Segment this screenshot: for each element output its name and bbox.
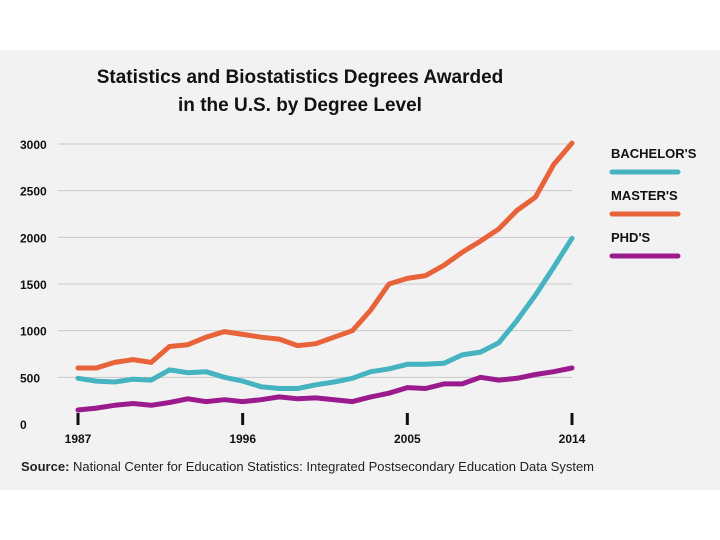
series-line [75,140,575,371]
series-line [75,235,575,391]
legend-label: MASTER'S [611,188,678,203]
y-tick-label: 2500 [20,185,47,199]
chart-panel [0,50,720,490]
source-note: Source: National Center for Education St… [21,459,594,474]
y-tick-label: 3000 [20,138,47,152]
y-tick-label: 500 [20,371,40,385]
x-tick-label: 1987 [65,432,92,446]
y-tick-label: 0 [20,418,27,432]
x-tick-label: 2005 [394,432,421,446]
series-line [75,365,575,413]
y-tick-label: 2000 [20,231,47,245]
chart-title-line-1: Statistics and Biostatistics Degrees Awa… [96,67,504,88]
y-tick-label: 1000 [20,325,47,339]
x-tick-label: 2014 [559,432,586,446]
legend-label: BACHELOR'S [611,146,697,161]
legend-label: PHD'S [611,230,651,245]
x-tick-label: 1996 [229,432,256,446]
y-tick-label: 1500 [20,278,47,292]
source-label: Source: [21,459,70,474]
source-text: National Center for Education Statistics… [69,459,595,474]
chart-title: Statistics and Biostatistics Degrees Awa… [80,64,520,120]
chart-title-line-2: in the U.S. by Degree Level [178,95,422,116]
